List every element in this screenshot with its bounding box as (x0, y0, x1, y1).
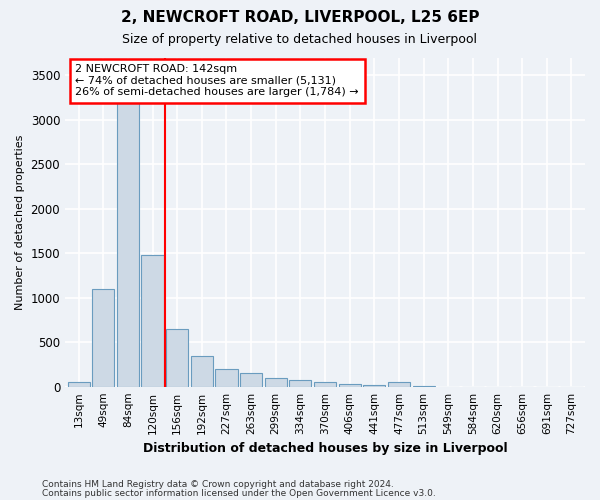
Text: Contains HM Land Registry data © Crown copyright and database right 2024.: Contains HM Land Registry data © Crown c… (42, 480, 394, 489)
Text: 2 NEWCROFT ROAD: 142sqm
← 74% of detached houses are smaller (5,131)
26% of semi: 2 NEWCROFT ROAD: 142sqm ← 74% of detache… (76, 64, 359, 98)
Bar (314, 382, 336, 386)
Bar (215, 370, 238, 386)
Bar (142, 255, 164, 386)
Text: 2, NEWCROFT ROAD, LIVERPOOL, L25 6EP: 2, NEWCROFT ROAD, LIVERPOOL, L25 6EP (121, 10, 479, 25)
Bar (265, 378, 287, 386)
Bar (363, 385, 385, 386)
Bar (92, 289, 115, 386)
Bar (240, 373, 262, 386)
Bar (191, 356, 213, 386)
Bar (289, 380, 311, 386)
Bar (388, 382, 410, 386)
Bar (338, 384, 361, 386)
Bar (166, 329, 188, 386)
Y-axis label: Number of detached properties: Number of detached properties (15, 134, 25, 310)
Text: Size of property relative to detached houses in Liverpool: Size of property relative to detached ho… (122, 32, 478, 46)
Bar (68, 382, 89, 386)
X-axis label: Distribution of detached houses by size in Liverpool: Distribution of detached houses by size … (143, 442, 508, 455)
Text: Contains public sector information licensed under the Open Government Licence v3: Contains public sector information licen… (42, 488, 436, 498)
Bar (117, 102, 139, 387)
